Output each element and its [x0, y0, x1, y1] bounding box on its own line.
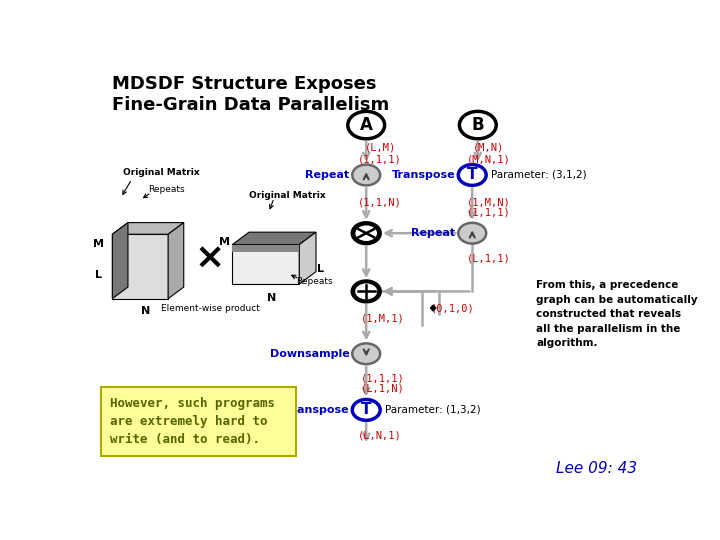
Circle shape — [459, 223, 486, 244]
Text: L: L — [317, 264, 324, 274]
Text: ×: × — [195, 241, 225, 275]
Text: (M,N): (M,N) — [473, 143, 505, 153]
Text: Parameter: (1,3,2): Parameter: (1,3,2) — [384, 405, 480, 415]
Text: A: A — [360, 116, 373, 134]
Circle shape — [352, 165, 380, 185]
Circle shape — [352, 223, 380, 244]
Polygon shape — [430, 305, 436, 312]
Text: (M,N,1): (M,N,1) — [467, 154, 511, 164]
Text: Repeats: Repeats — [297, 276, 333, 286]
Text: (L,N,1): (L,N,1) — [359, 431, 402, 441]
Polygon shape — [168, 222, 184, 299]
Circle shape — [352, 281, 380, 302]
Text: (1,1,1): (1,1,1) — [359, 154, 402, 164]
Text: Downsample: Downsample — [270, 349, 349, 359]
Text: (L,1,1): (L,1,1) — [467, 254, 511, 264]
Text: (1,1,1): (1,1,1) — [467, 207, 511, 218]
Text: (1,M,1): (1,M,1) — [361, 313, 405, 323]
Text: Transpose: Transpose — [286, 405, 349, 415]
Polygon shape — [112, 234, 168, 299]
Text: MDSDF Structure Exposes: MDSDF Structure Exposes — [112, 75, 377, 93]
Text: Original Matrix: Original Matrix — [124, 168, 200, 178]
Circle shape — [352, 343, 380, 364]
Text: M: M — [93, 239, 104, 248]
Text: Repeat: Repeat — [305, 170, 349, 180]
Polygon shape — [233, 245, 300, 252]
Text: Original Matrix: Original Matrix — [249, 191, 325, 200]
Text: M: M — [218, 237, 230, 247]
Polygon shape — [112, 222, 128, 299]
Text: (L,M): (L,M) — [364, 143, 396, 153]
Text: (1,M,N): (1,M,N) — [467, 197, 511, 207]
Circle shape — [348, 111, 384, 139]
Circle shape — [352, 400, 380, 420]
Text: Lee 09: 43: Lee 09: 43 — [556, 462, 637, 476]
FancyBboxPatch shape — [101, 387, 297, 456]
Text: N: N — [266, 293, 276, 302]
Polygon shape — [233, 232, 316, 245]
Polygon shape — [112, 222, 184, 234]
Text: Repeats: Repeats — [148, 185, 185, 194]
Text: Fine-Grain Data Parallelism: Fine-Grain Data Parallelism — [112, 96, 390, 114]
Text: Repeat: Repeat — [411, 228, 456, 238]
Polygon shape — [300, 232, 316, 284]
Circle shape — [459, 111, 496, 139]
Text: (1,1,N): (1,1,N) — [359, 197, 402, 207]
Text: N: N — [141, 306, 150, 316]
Text: Transpose: Transpose — [392, 170, 456, 180]
Text: From this, a precedence
graph can be automatically
constructed that reveals
all : From this, a precedence graph can be aut… — [536, 280, 698, 348]
Text: L: L — [95, 270, 102, 280]
Text: Parameter: (3,1,2): Parameter: (3,1,2) — [490, 170, 586, 180]
Circle shape — [459, 165, 486, 185]
Text: Element-wise product: Element-wise product — [161, 303, 259, 313]
Text: (L,1,N): (L,1,N) — [361, 383, 405, 393]
Text: (1,1,1): (1,1,1) — [361, 374, 405, 384]
Text: T: T — [467, 167, 477, 183]
Text: B: B — [472, 116, 484, 134]
Text: However, such programs
are extremely hard to
write (and to read).: However, such programs are extremely har… — [109, 397, 274, 446]
Text: T: T — [361, 402, 372, 417]
Text: (0,1,0): (0,1,0) — [431, 303, 474, 313]
Polygon shape — [233, 245, 300, 284]
